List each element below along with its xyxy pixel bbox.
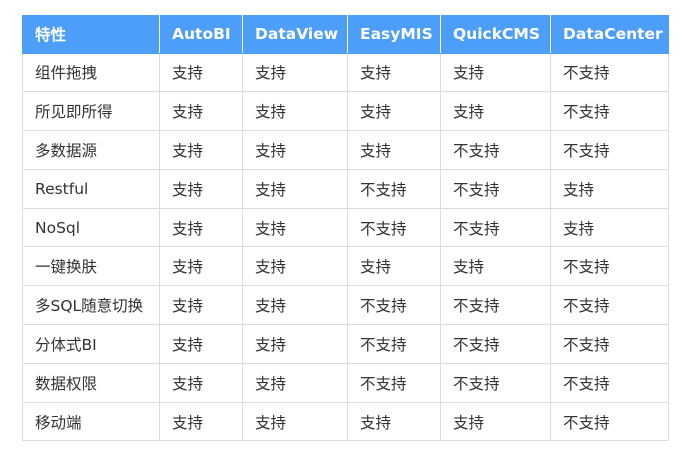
support-cell-easymis: 不支持: [347, 362, 441, 403]
feature-name-cell: NoSql: [22, 207, 160, 248]
support-cell-easymis: 支持: [347, 91, 441, 132]
support-cell-datacenter: 支持: [550, 207, 669, 248]
support-cell-quickcms: 不支持: [440, 130, 551, 170]
feature-name-cell: 多数据源: [22, 130, 160, 170]
header-cell-feature: 特性: [22, 15, 160, 54]
feature-comparison-table: 特性 AutoBI DataView EasyMIS QuickCMS Data…: [22, 15, 669, 442]
header-cell-easymis: EasyMIS: [347, 15, 441, 54]
feature-name-cell: 多SQL随意切换: [22, 285, 160, 326]
support-cell-autobi: 支持: [159, 246, 243, 287]
support-cell-autobi: 支持: [159, 324, 243, 364]
support-cell-easymis: 不支持: [347, 285, 441, 326]
feature-name-cell: Restful: [22, 168, 160, 209]
support-cell-datacenter: 不支持: [550, 401, 669, 442]
support-cell-datacenter: 不支持: [550, 362, 669, 403]
support-cell-easymis: 支持: [347, 246, 441, 287]
feature-name-cell: 组件拖拽: [22, 52, 160, 93]
header-cell-dataview: DataView: [242, 15, 348, 54]
support-cell-autobi: 支持: [159, 130, 243, 170]
support-cell-quickcms: 不支持: [440, 324, 551, 364]
support-cell-dataview: 支持: [242, 324, 348, 364]
support-cell-dataview: 支持: [242, 401, 348, 442]
support-cell-quickcms: 支持: [440, 401, 551, 442]
support-cell-autobi: 支持: [159, 401, 243, 442]
support-cell-easymis: 不支持: [347, 168, 441, 209]
support-cell-autobi: 支持: [159, 362, 243, 403]
support-cell-dataview: 支持: [242, 285, 348, 326]
support-cell-dataview: 支持: [242, 246, 348, 287]
table-row: 多数据源 支持 支持 支持 不支持 不支持: [22, 130, 669, 170]
support-cell-easymis: 不支持: [347, 207, 441, 248]
table-row: Restful 支持 支持 不支持 不支持 支持: [22, 168, 669, 209]
support-cell-autobi: 支持: [159, 91, 243, 132]
support-cell-dataview: 支持: [242, 52, 348, 93]
support-cell-autobi: 支持: [159, 52, 243, 93]
support-cell-datacenter: 不支持: [550, 246, 669, 287]
support-cell-datacenter: 不支持: [550, 130, 669, 170]
support-cell-autobi: 支持: [159, 168, 243, 209]
support-cell-dataview: 支持: [242, 168, 348, 209]
table-row: 组件拖拽 支持 支持 支持 支持 不支持: [22, 52, 669, 93]
table-row: NoSql 支持 支持 不支持 不支持 支持: [22, 207, 669, 248]
table-header: 特性 AutoBI DataView EasyMIS QuickCMS Data…: [22, 15, 669, 54]
table-row: 所见即所得 支持 支持 支持 支持 不支持: [22, 91, 669, 132]
feature-name-cell: 一键换肤: [22, 246, 160, 287]
comparison-table-container: 特性 AutoBI DataView EasyMIS QuickCMS Data…: [22, 15, 669, 442]
header-cell-autobi: AutoBI: [159, 15, 243, 54]
table-row: 多SQL随意切换 支持 支持 不支持 不支持 不支持: [22, 285, 669, 326]
support-cell-quickcms: 支持: [440, 91, 551, 132]
support-cell-datacenter: 不支持: [550, 324, 669, 364]
feature-name-cell: 分体式BI: [22, 324, 160, 364]
support-cell-autobi: 支持: [159, 285, 243, 326]
table-body: 组件拖拽 支持 支持 支持 支持 不支持 所见即所得 支持 支持 支持 支持 不支持 多数据源 支持 支持支…: [22, 52, 669, 442]
support-cell-datacenter: 不支持: [550, 285, 669, 326]
support-cell-easymis: 支持: [347, 52, 441, 93]
feature-name-cell: 所见即所得: [22, 91, 160, 132]
table-row: 移动端 支持 支持 支持 支持 不支持: [22, 401, 669, 442]
support-cell-dataview: 支持: [242, 130, 348, 170]
support-cell-autobi: 支持: [159, 207, 243, 248]
support-cell-dataview: 支持: [242, 362, 348, 403]
header-cell-datacenter: DataCenter: [550, 15, 669, 54]
support-cell-datacenter: 不支持: [550, 52, 669, 93]
support-cell-easymis: 支持: [347, 130, 441, 170]
support-cell-quickcms: 不支持: [440, 168, 551, 209]
support-cell-quickcms: 不支持: [440, 207, 551, 248]
support-cell-quickcms: 支持: [440, 246, 551, 287]
table-row: 分体式BI 支持 支持 不支持 不支持 不支持: [22, 324, 669, 364]
support-cell-easymis: 支持: [347, 401, 441, 442]
feature-name-cell: 移动端: [22, 401, 160, 442]
support-cell-dataview: 支持: [242, 91, 348, 132]
header-cell-quickcms: QuickCMS: [440, 15, 551, 54]
header-row: 特性 AutoBI DataView EasyMIS QuickCMS Data…: [22, 15, 669, 54]
support-cell-quickcms: 不支持: [440, 285, 551, 326]
support-cell-quickcms: 支持: [440, 52, 551, 93]
support-cell-quickcms: 不支持: [440, 362, 551, 403]
support-cell-datacenter: 支持: [550, 168, 669, 209]
table-row: 数据权限 支持 支持 不支持 不支持 不支持: [22, 362, 669, 403]
support-cell-dataview: 支持: [242, 207, 348, 248]
support-cell-easymis: 不支持: [347, 324, 441, 364]
support-cell-datacenter: 不支持: [550, 91, 669, 132]
table-row: 一键换肤 支持 支持 支持 支持 不支持: [22, 246, 669, 287]
feature-name-cell: 数据权限: [22, 362, 160, 403]
